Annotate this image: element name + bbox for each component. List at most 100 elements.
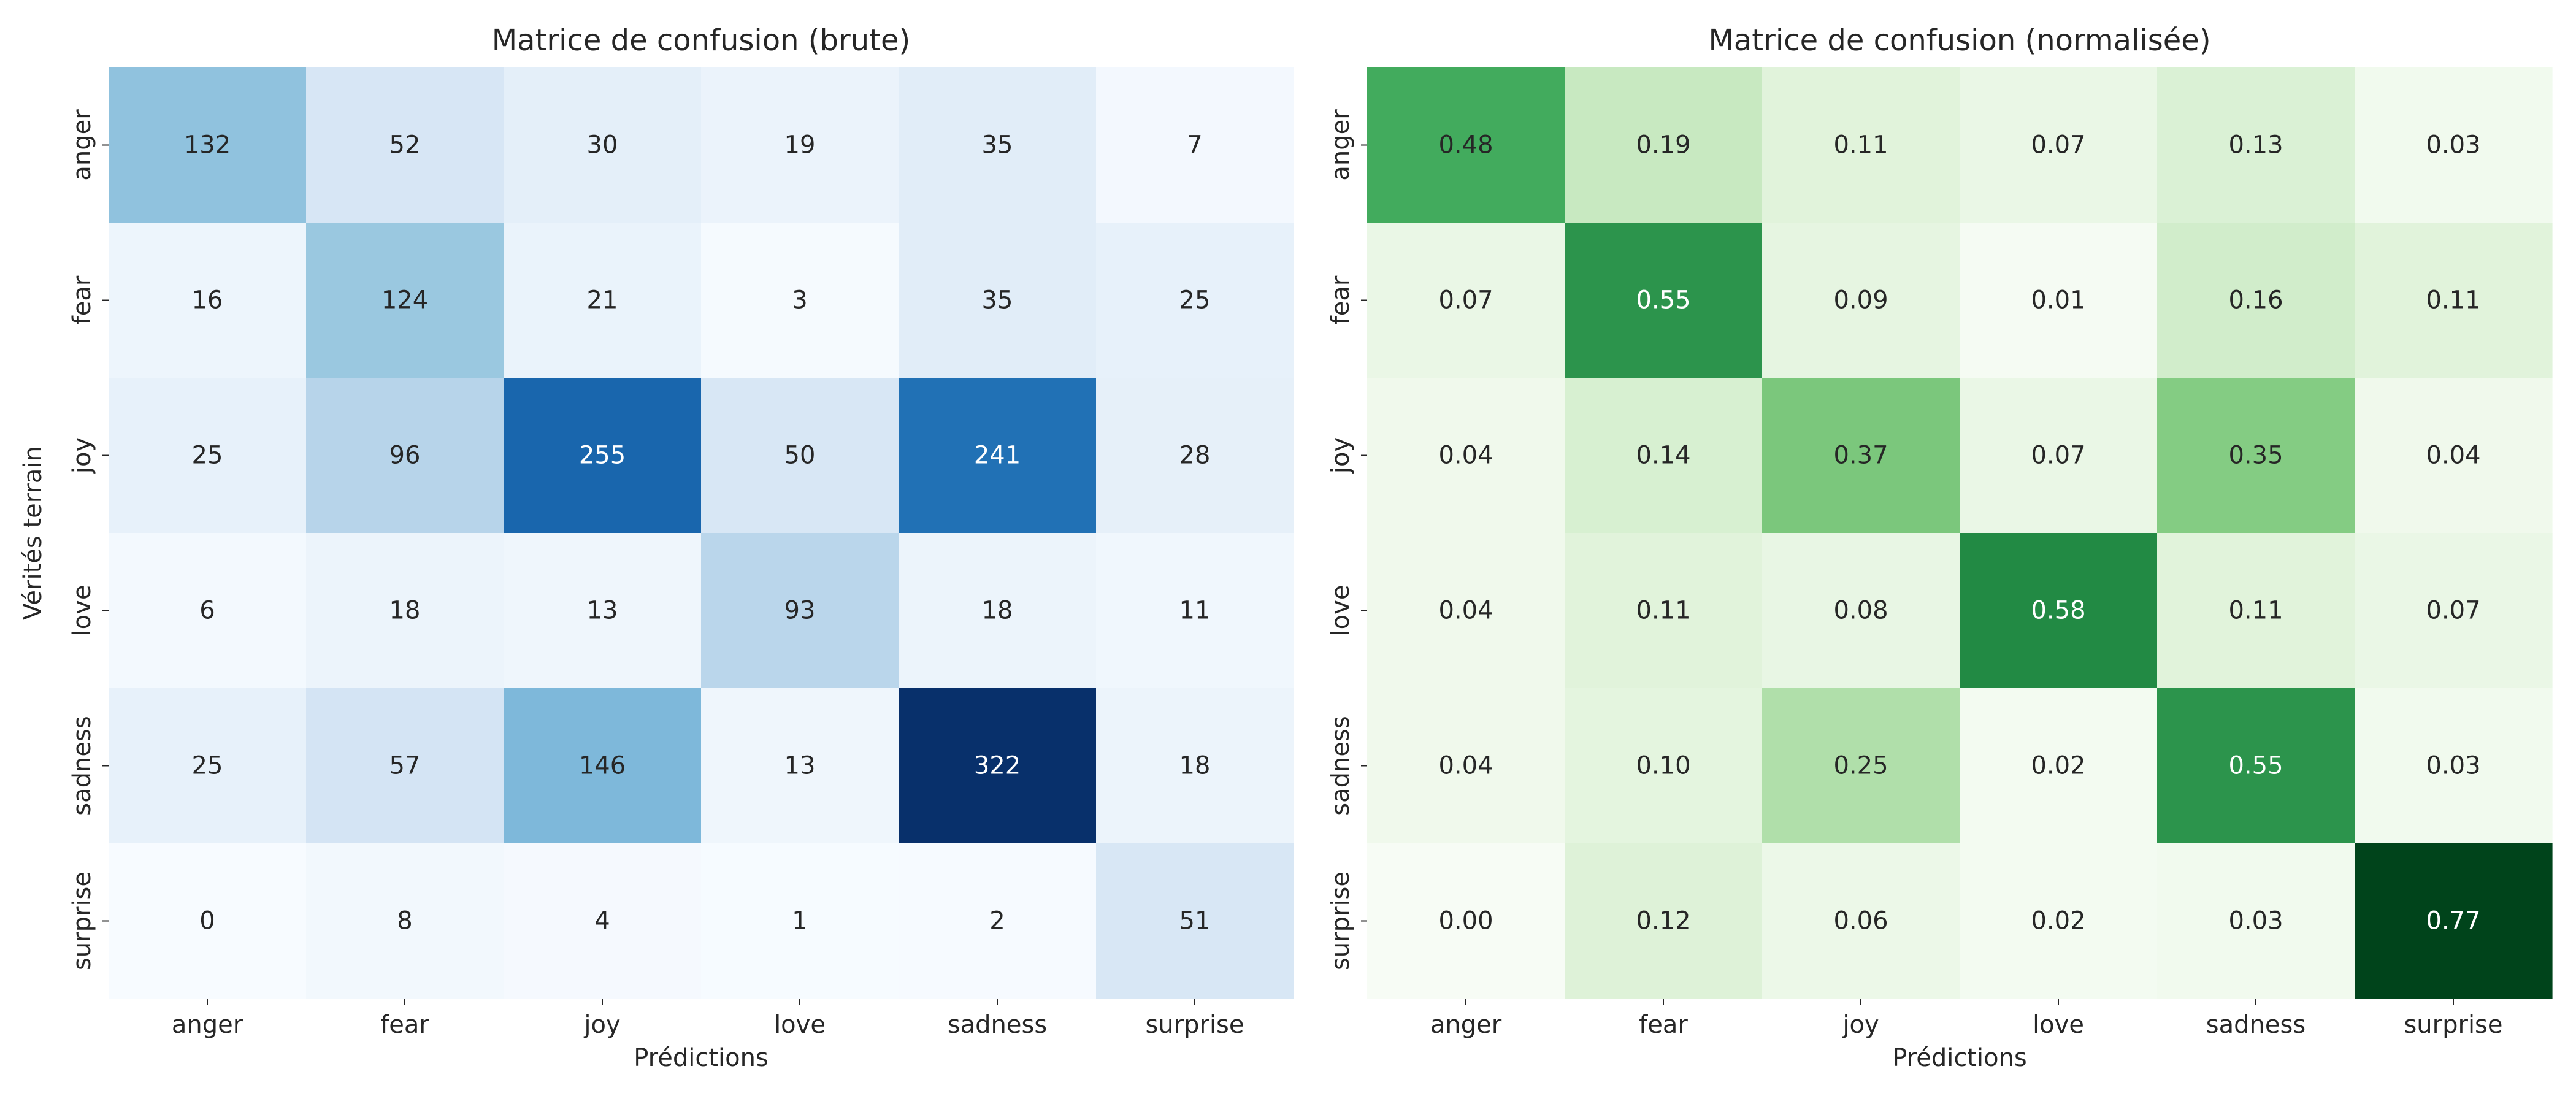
- heatmap-cell: [2157, 843, 2355, 999]
- cell-value-label: 35: [982, 131, 1013, 159]
- y-tick-label: surprise: [68, 872, 96, 970]
- heatmap-cell: [1565, 533, 1763, 689]
- heatmap-cell: [2157, 223, 2355, 378]
- cell-value-label: 0.07: [1438, 286, 1493, 315]
- cell-value-label: 124: [381, 286, 428, 315]
- chart-title: Matrice de confusion (normalisée): [1708, 23, 2210, 58]
- x-tick-label: joy: [1842, 1011, 1879, 1039]
- heatmap-cell: [1762, 533, 1960, 689]
- y-tick-label: love: [68, 585, 96, 637]
- heatmap-cell: [1565, 223, 1763, 378]
- heatmap-cell: [504, 533, 702, 689]
- heatmap-panel-2: Matrice de confusion (normalisée) 0.48 0.1…: [1327, 23, 2553, 1072]
- cell-value-label: 0.01: [2031, 286, 2085, 315]
- heatmap-cell: [1367, 378, 1565, 534]
- cell-value-label: 18: [389, 597, 421, 625]
- x-tick-label: fear: [380, 1011, 429, 1039]
- cell-value-label: 7: [1187, 131, 1202, 159]
- cell-value-label: 1: [792, 907, 807, 935]
- heatmap-cell: [2157, 378, 2355, 534]
- cell-value-label: 0.08: [1833, 597, 1888, 625]
- y-axis-label: Vérités terrain: [19, 446, 47, 620]
- cell-value-label: 57: [389, 752, 421, 780]
- x-axis-label: Prédictions: [1892, 1044, 2027, 1072]
- x-tick-label: love: [2033, 1011, 2084, 1039]
- heatmap-cell: [1762, 688, 1960, 844]
- heatmap-cell: [2157, 533, 2355, 689]
- heatmap-cell: [1762, 67, 1960, 223]
- heatmap-cell: [1367, 223, 1565, 378]
- cell-value-label: 0.02: [2031, 752, 2085, 780]
- heatmap-cell: [1960, 67, 2158, 223]
- heatmap-cell: [1096, 688, 1294, 844]
- y-tick-label: fear: [1327, 275, 1355, 324]
- x-tick-label: surprise: [1145, 1011, 1244, 1039]
- cell-value-label: 52: [389, 131, 421, 159]
- heatmap-cell: [1960, 533, 2158, 689]
- x-tick-label: love: [774, 1011, 826, 1039]
- cell-value-label: 255: [579, 442, 626, 470]
- cell-value-label: 0.07: [2031, 131, 2085, 159]
- heatmap-cell: [306, 533, 504, 689]
- heatmap-cell: [504, 223, 702, 378]
- y-tick-label: sadness: [1327, 716, 1355, 815]
- cell-value-label: 0.19: [1636, 131, 1690, 159]
- heatmap-cell: [306, 223, 504, 378]
- cell-value-label: 13: [784, 752, 816, 780]
- heatmap-cell: [109, 688, 307, 844]
- heatmap-cell: [1960, 688, 2158, 844]
- y-tick-label: surprise: [1327, 872, 1355, 970]
- cell-value-label: 18: [982, 597, 1013, 625]
- cell-value-label: 0: [199, 907, 215, 935]
- y-tick-label: anger: [68, 109, 96, 181]
- heatmap-cell: [504, 67, 702, 223]
- cell-value-label: 35: [982, 286, 1013, 315]
- cell-value-label: 322: [974, 752, 1021, 780]
- cell-value-label: 0.03: [2426, 131, 2480, 159]
- cell-value-label: 0.16: [2228, 286, 2283, 315]
- x-tick-label: joy: [583, 1011, 620, 1039]
- cell-value-label: 0.35: [2228, 442, 2283, 470]
- cell-value-label: 51: [1179, 907, 1211, 935]
- x-tick-label: surprise: [2404, 1011, 2502, 1039]
- heatmap-cell: [109, 378, 307, 534]
- y-tick-label: fear: [68, 275, 96, 324]
- heatmap-cell: [306, 688, 504, 844]
- heatmap-cell: [899, 67, 1097, 223]
- heatmap-cell: [109, 533, 307, 689]
- cell-value-label: 146: [579, 752, 626, 780]
- heatmap-cell: [899, 223, 1097, 378]
- heatmap-cell: [504, 688, 702, 844]
- heatmap-cell: [1565, 843, 1763, 999]
- cell-value-label: 28: [1179, 442, 1211, 470]
- heatmap-cell: [701, 533, 899, 689]
- heatmap-cell: [2355, 843, 2553, 999]
- heatmap-cell: [2157, 67, 2355, 223]
- heatmap-cell: [2355, 67, 2553, 223]
- heatmap-cell: [1565, 688, 1763, 844]
- heatmap-cell: [1096, 67, 1294, 223]
- y-tick-label: sadness: [68, 716, 96, 815]
- cell-value-label: 0.12: [1636, 907, 1690, 935]
- cell-value-label: 0.13: [2228, 131, 2283, 159]
- cell-value-label: 0.07: [2426, 597, 2480, 625]
- cell-value-label: 0.25: [1833, 752, 1888, 780]
- heatmap-cell: [504, 378, 702, 534]
- cell-value-label: 0.55: [2228, 752, 2283, 780]
- heatmap-cell: [701, 843, 899, 999]
- x-tick-label: sadness: [2206, 1011, 2306, 1039]
- cell-value-label: 132: [184, 131, 231, 159]
- cell-value-label: 0.02: [2031, 907, 2085, 935]
- cell-value-label: 0.04: [1438, 442, 1493, 470]
- y-tick-label: anger: [1327, 109, 1355, 181]
- cell-value-label: 0.14: [1636, 442, 1690, 470]
- x-tick-label: anger: [1430, 1011, 1502, 1039]
- cell-value-label: 8: [397, 907, 412, 935]
- x-tick-label: fear: [1639, 1011, 1688, 1039]
- cell-value-label: 0.10: [1636, 752, 1690, 780]
- cell-value-label: 0.06: [1833, 907, 1888, 935]
- heatmap-cell: [1096, 378, 1294, 534]
- y-tick-label: love: [1327, 585, 1355, 637]
- heatmap-cell: [701, 67, 899, 223]
